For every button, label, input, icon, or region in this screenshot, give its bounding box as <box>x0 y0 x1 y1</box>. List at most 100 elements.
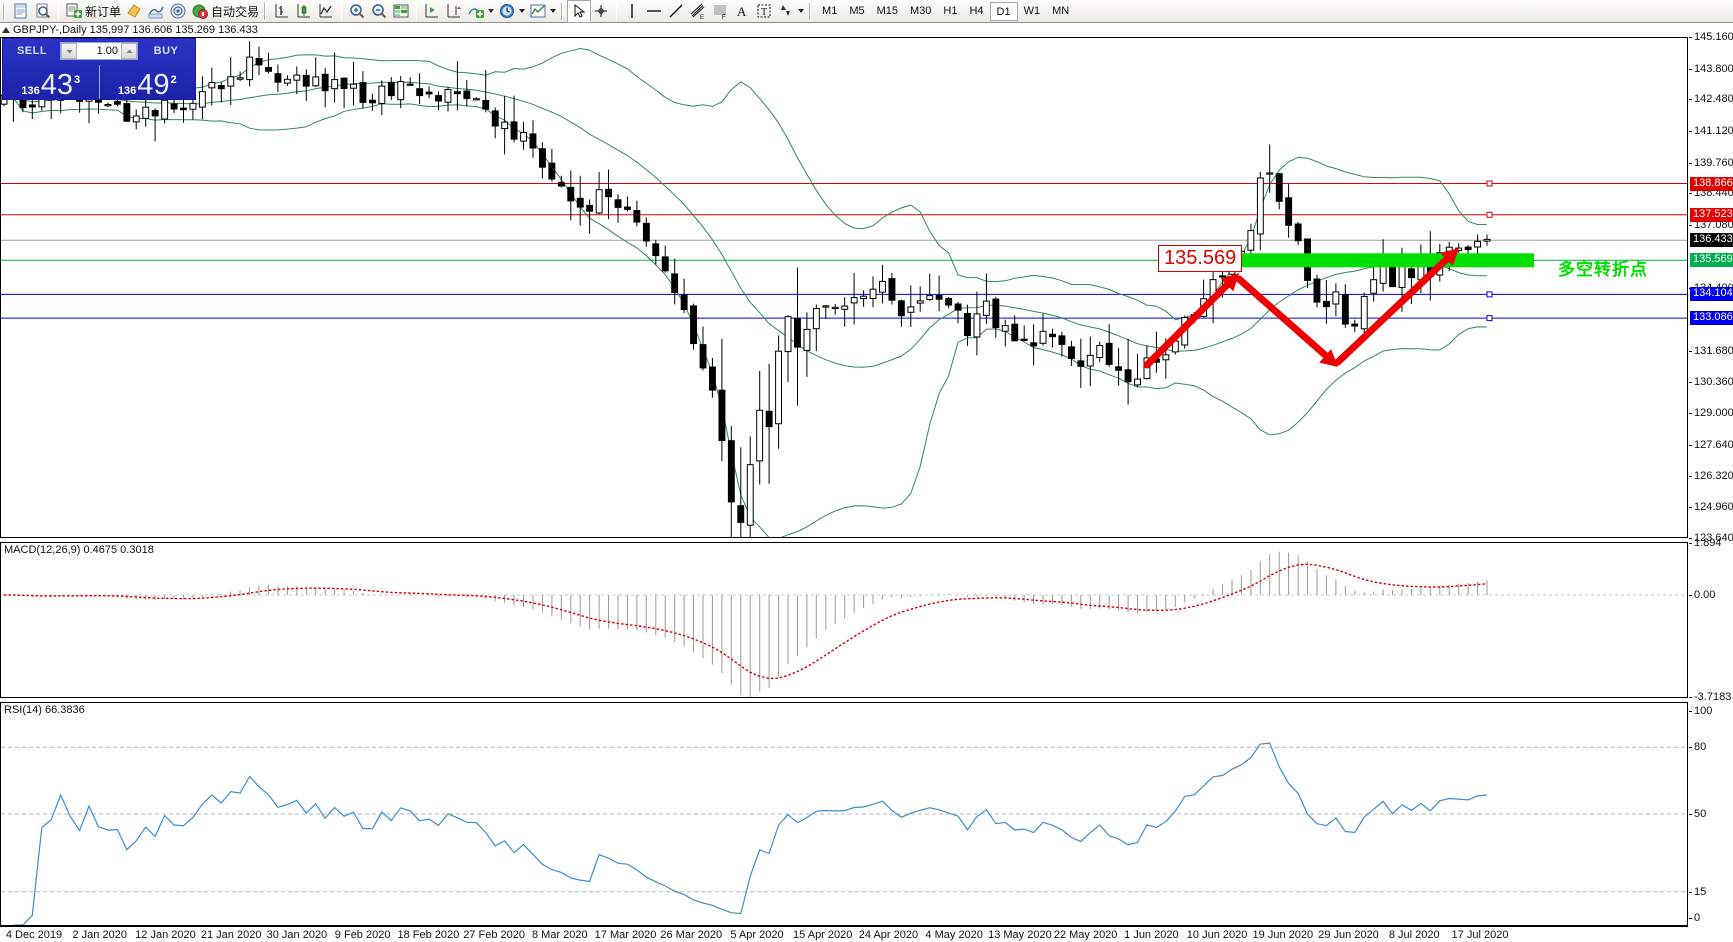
sell-price-prefix: 136 <box>21 85 40 97</box>
toolbar-grip-3[interactable] <box>561 2 566 20</box>
price-tick: 123.640 <box>1689 532 1733 544</box>
macd-canvas <box>1 551 1687 697</box>
expert-advisor-icon[interactable] <box>123 1 145 22</box>
price-tick: 141.120 <box>1689 125 1733 137</box>
magnifier-data-icon[interactable] <box>32 1 54 22</box>
bar-chart-icon[interactable] <box>271 1 293 22</box>
indicators-icon[interactable] <box>465 1 496 22</box>
toolbar-grip[interactable] <box>3 2 7 20</box>
trade-panel-prices: 136 43 3 136 49 2 <box>3 61 196 101</box>
chevron-down-icon-4[interactable] <box>798 9 805 13</box>
horizontal-line-icon[interactable] <box>643 1 665 22</box>
buy-price-big: 49 <box>137 69 170 101</box>
chevron-down-icon[interactable] <box>488 9 495 13</box>
cursor-icon[interactable] <box>567 0 592 23</box>
toolbar-separator-3 <box>416 2 418 20</box>
trade-panel-divider <box>98 65 100 99</box>
sell-price-display[interactable]: 136 43 3 <box>3 61 99 100</box>
macd-pane[interactable] <box>0 542 1688 698</box>
toolbar-grip-2[interactable] <box>264 2 269 20</box>
date-tick: 18 Feb 2020 <box>397 929 460 941</box>
date-tick: 8 Jul 2020 <box>1388 929 1440 941</box>
date-tick: 30 Jan 2020 <box>266 929 328 941</box>
zoom-in-icon[interactable] <box>346 1 368 22</box>
price-chart-canvas[interactable] <box>1 38 1687 537</box>
rsi-pane[interactable] <box>0 702 1688 926</box>
zoom-out-icon[interactable] <box>368 1 390 22</box>
timeframe-h4[interactable]: H4 <box>969 4 984 17</box>
buy-button[interactable]: BUY <box>153 45 179 57</box>
date-tick: 29 Jun 2020 <box>1318 929 1379 941</box>
line-chart-icon[interactable] <box>315 1 337 22</box>
date-tick: 24 Apr 2020 <box>858 929 919 941</box>
auto-scroll-icon[interactable] <box>443 1 465 22</box>
buy-price-prefix: 136 <box>117 85 137 97</box>
text-label-icon[interactable]: A <box>731 1 753 22</box>
date-tick: 9 Feb 2020 <box>334 929 391 941</box>
equidistant-channel-icon[interactable]: E <box>687 1 709 22</box>
auto-trading-button[interactable]: 自动交易 <box>189 1 261 22</box>
sell-button[interactable]: SELL <box>16 45 48 57</box>
volume-increase-button[interactable] <box>121 43 137 59</box>
timeframe-d1[interactable]: D1 <box>989 1 1018 21</box>
price-tick: 129.000 <box>1689 407 1733 419</box>
chinese-annotation-text[interactable]: 多空转折点 <box>1558 260 1648 280</box>
date-tick: 13 May 2020 <box>988 929 1052 941</box>
signals-icon[interactable] <box>167 1 189 22</box>
price-level-tag[interactable]: 138.866 <box>1690 176 1733 191</box>
buy-price-display[interactable]: 136 49 2 <box>100 61 196 101</box>
timeframe-w1[interactable]: W1 <box>1023 4 1041 17</box>
candlestick-chart-icon[interactable] <box>293 1 315 22</box>
one-click-trading-panel[interactable]: SELL 1.00 BUY 136 43 3 <box>2 38 196 100</box>
price-tick: 131.680 <box>1689 345 1733 357</box>
timeframe-mn[interactable]: MN <box>1052 4 1070 17</box>
rsi-tick: 15 <box>1689 886 1706 898</box>
timeframe-m5[interactable]: M5 <box>849 4 865 17</box>
price-scale[interactable]: 145.160 143.800 142.480 141.120 139.760 138.4… <box>1689 31 1733 544</box>
price-level-tag[interactable]: 134.104 <box>1690 287 1733 302</box>
price-level-tag[interactable]: 137.523 <box>1690 207 1733 222</box>
timeframe-m15[interactable]: M15 <box>876 4 898 17</box>
shapes-icon[interactable] <box>775 1 806 22</box>
price-pane[interactable] <box>0 37 1688 538</box>
text-object-icon[interactable]: T <box>753 1 775 22</box>
price-level-tag[interactable]: 136.433 <box>1690 233 1733 248</box>
chart-window: GBPJPY-,Daily 135.997 136.606 135.269 13… <box>0 23 1733 942</box>
price-level-tag[interactable]: 133.086 <box>1690 311 1733 326</box>
price-annotation-box[interactable]: 135.569 <box>1158 245 1243 272</box>
data-window-icon[interactable] <box>390 1 412 22</box>
date-tick: 26 Mar 2020 <box>660 929 723 941</box>
price-tick: 127.640 <box>1689 439 1733 451</box>
crosshair-icon[interactable] <box>590 1 612 22</box>
volume-decrease-button[interactable] <box>61 43 77 59</box>
templates-icon[interactable] <box>527 1 558 22</box>
chevron-down-icon-2[interactable] <box>519 9 526 13</box>
document-icon[interactable] <box>10 1 32 22</box>
price-tick: 142.480 <box>1689 93 1733 105</box>
shift-chart-icon[interactable] <box>421 1 443 22</box>
trendline-icon[interactable] <box>665 1 687 22</box>
new-order-button[interactable]: 新订单 <box>63 1 123 22</box>
chevron-down-icon-3[interactable] <box>550 9 557 13</box>
rsi-tick: 0 <box>1689 912 1700 924</box>
navigator-icon[interactable] <box>145 1 167 22</box>
buy-price-sup: 2 <box>170 74 177 86</box>
vertical-line-icon[interactable] <box>621 1 643 22</box>
volume-input[interactable]: 1.00 <box>96 45 118 57</box>
date-tick: 12 Jan 2020 <box>135 929 196 941</box>
volume-stepper[interactable]: 1.00 <box>60 42 138 60</box>
timeframe-h1[interactable]: H1 <box>943 4 958 17</box>
price-tick: 126.320 <box>1689 470 1733 482</box>
date-tick: 21 Jan 2020 <box>200 929 262 941</box>
rsi-tick: 50 <box>1689 808 1706 820</box>
timeframe-m1[interactable]: M1 <box>822 4 838 17</box>
collapse-arrow-icon[interactable] <box>2 27 10 33</box>
period-icon[interactable] <box>496 1 527 22</box>
toolbar-grip-4[interactable] <box>809 2 814 20</box>
date-tick: 19 Jun 2020 <box>1252 929 1314 941</box>
fibonacci-icon[interactable]: F <box>709 1 731 22</box>
timeframe-m30[interactable]: M30 <box>910 4 932 17</box>
date-tick: 8 Mar 2020 <box>531 929 588 941</box>
price-level-tag[interactable]: 135.569 <box>1690 253 1733 268</box>
